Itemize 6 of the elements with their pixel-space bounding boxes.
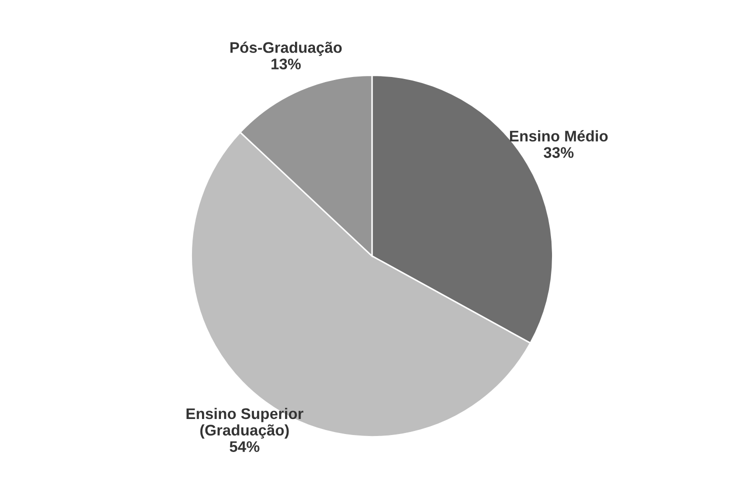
slice-label: Pós-Graduação <box>230 42 342 56</box>
data-label: 13% <box>272 58 301 70</box>
slice-label: Ensino Médio <box>510 130 608 142</box>
data-label: 33% <box>544 147 574 158</box>
slice-label: Ensino Superior (Graduação) <box>186 408 304 439</box>
data-label: 54% <box>230 441 260 452</box>
